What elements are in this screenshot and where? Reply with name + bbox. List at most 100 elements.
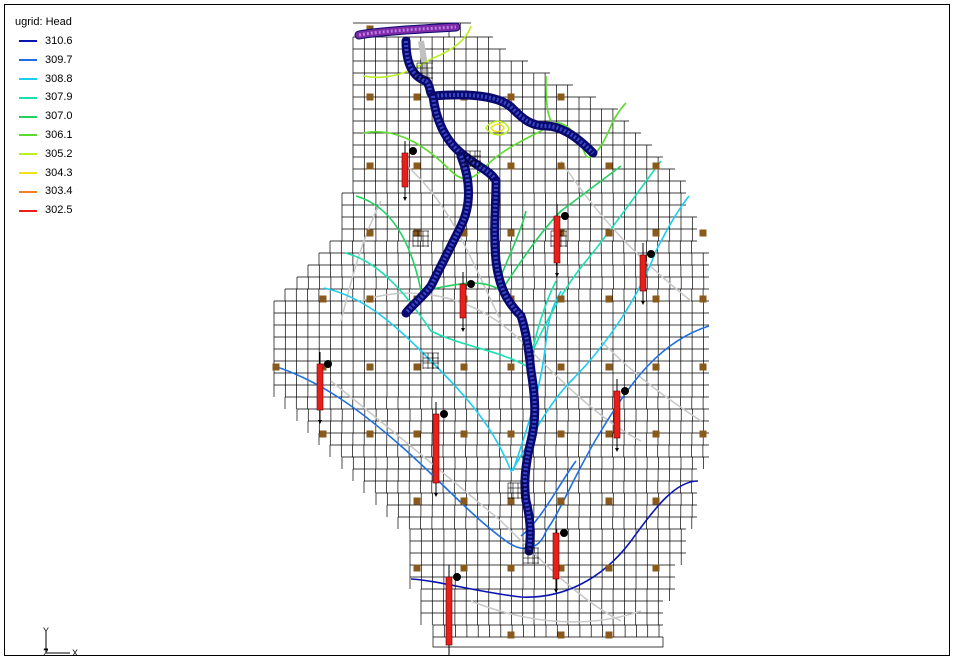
legend-swatch [19,96,37,99]
well-arrow [555,273,559,277]
legend-entries: 310.6 309.7 308.8 307.9 307.0 306.1 305.2 304.3… [15,32,73,220]
cell-marker [605,295,613,303]
terrain-line [600,340,702,422]
well-screen [553,215,561,264]
well [401,141,417,201]
contour-309.7 [273,325,710,550]
legend-swatch [19,153,37,156]
well-arrow [641,301,645,305]
contour-306.1 [545,75,552,122]
contour-308.8 [323,195,690,473]
axis-y-label: Y [43,627,49,636]
axis-x-label: X [72,648,78,656]
cell-marker [557,363,565,371]
legend-label: 304.3 [45,166,73,179]
legend-title: ugrid: Head [15,16,72,28]
cell-marker [557,295,565,303]
legend-label: 309.7 [45,53,73,66]
cell-marker [413,497,421,505]
terrain-line [340,200,382,322]
head-contours [273,25,710,598]
cell-marker [652,295,660,303]
terrain-line [470,600,642,623]
legend-label: 306.1 [45,128,73,141]
cell-marker [557,564,565,572]
cell-marker [366,430,374,438]
well-head [453,573,461,581]
legend-entry: 302.5 [15,201,73,220]
model-canvas[interactable] [5,5,950,656]
cell-marker [413,93,421,101]
contour-305.2 [485,120,510,136]
terrain-shading [330,40,702,623]
legend-entry: 307.9 [15,88,73,107]
cell-marker [319,295,327,303]
axis-triad: Y X Z [40,626,90,656]
stream-detail [404,155,471,315]
cell-marker [652,229,660,237]
legend-label: 305.2 [45,147,73,160]
cell-marker [413,564,421,572]
legend-entry: 305.2 [15,145,73,164]
contour-307.9 [344,160,662,368]
well-head [561,212,569,220]
model-viewport[interactable]: ugrid: Head 310.6 309.7 308.8 307.9 307.0 306… [4,4,950,656]
terrain-line [560,160,692,302]
cell-markers [272,25,707,639]
well [613,379,629,452]
cell-marker [605,363,613,371]
legend-label: 310.6 [45,35,73,47]
well-screen [432,413,440,484]
cell-marker [460,430,468,438]
well [316,352,332,424]
axis-triad-icon: Y X Z [43,626,78,656]
legend-swatch [19,134,37,137]
terrain-line [360,292,642,442]
cell-marker [319,430,327,438]
legend: ugrid: Head 310.6 309.7 308.8 307.9 307.0 306… [15,15,73,220]
stream-upstream [355,23,460,39]
well [459,272,475,332]
legend-entry: 303.4 [15,182,73,201]
cell-marker [272,363,280,371]
legend-swatch [19,209,37,212]
contour-305.2 [362,25,472,79]
well-arrow [434,493,438,497]
well-screen [552,532,560,580]
cell-marker [652,162,660,170]
cell-marker [699,229,707,237]
cell-marker [652,363,660,371]
cell-marker [413,363,421,371]
well [552,521,568,593]
legend-label: 302.5 [45,204,73,217]
contour-304.3 [490,123,505,133]
contour-310.6 [410,480,699,598]
contour-308.8 [512,290,562,472]
cell-marker [507,564,515,572]
contour-306.1 [362,102,627,180]
cell-marker [460,363,468,371]
legend-label: 307.9 [45,91,73,104]
legend-entry: 306.1 [15,126,73,145]
well-arrow [447,655,451,656]
legend-swatch [19,171,37,174]
cell-marker [507,162,515,170]
cell-marker [413,229,421,237]
cell-marker [460,229,468,237]
cell-marker [652,430,660,438]
well [432,402,448,497]
cell-marker [699,430,707,438]
legend-swatch [19,190,37,193]
well-arrow [615,448,619,452]
well-arrow [554,589,558,593]
cell-marker [605,631,613,639]
well [639,243,655,305]
cell-marker [699,363,707,371]
cell-marker [507,631,515,639]
well-arrow [403,197,407,201]
legend-entry: 309.7 [15,51,73,70]
cell-marker [605,430,613,438]
terrain-line [330,380,622,622]
stream-network [354,22,598,564]
cell-marker [366,93,374,101]
